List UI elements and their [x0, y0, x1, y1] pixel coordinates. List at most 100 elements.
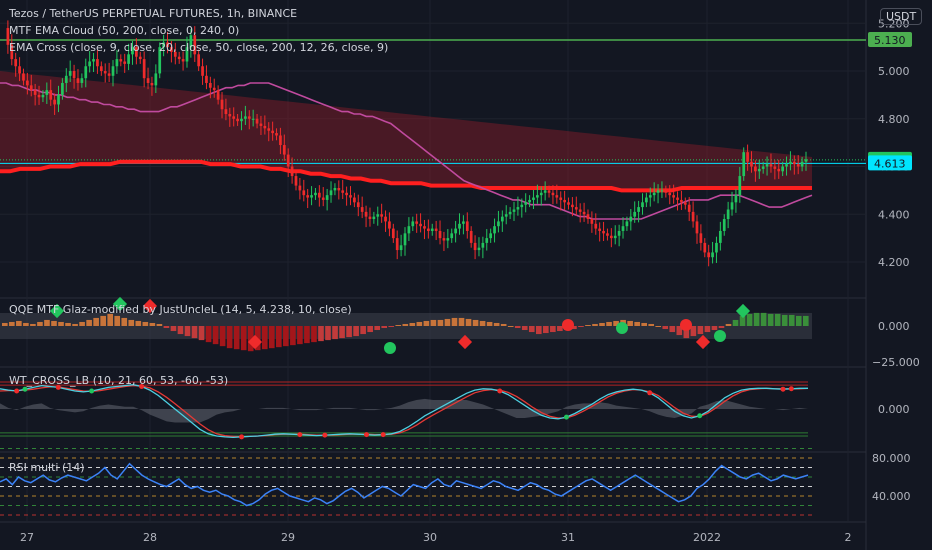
- price-axis[interactable]: 2728293031202225.2005.0004.8004.6004.400…: [20, 17, 920, 544]
- qqe-bar: [739, 315, 746, 326]
- candle-body: [629, 216, 633, 222]
- rsi-tick-label: 80.000: [872, 452, 911, 465]
- indicator-rsi-title[interactable]: RSI multi (14): [9, 461, 85, 474]
- candle-body: [407, 226, 411, 234]
- candle-body: [96, 59, 99, 67]
- candle-body: [660, 190, 664, 192]
- qqe-bar: [318, 326, 324, 342]
- qqe-bar: [395, 324, 402, 326]
- candle-body: [403, 233, 407, 246]
- candle-body: [380, 214, 383, 217]
- candle-body: [185, 47, 189, 62]
- y-tick-label: 4.800: [878, 113, 910, 126]
- price-tag-label: 5.130: [874, 34, 906, 47]
- qqe-bar: [767, 313, 774, 326]
- candle-body: [718, 230, 722, 243]
- candle-body: [746, 152, 749, 162]
- x-tick-label: 27: [20, 531, 34, 544]
- qqe-bar: [683, 326, 690, 339]
- candle-body: [707, 252, 711, 258]
- candle-body: [785, 164, 788, 167]
- candle-body: [497, 221, 500, 227]
- candle-body: [68, 71, 72, 76]
- candle-body: [574, 207, 578, 210]
- qqe-bar: [500, 323, 507, 326]
- qqe-bar: [233, 326, 240, 350]
- price-pane[interactable]: [0, 20, 866, 267]
- candle-body: [789, 161, 792, 165]
- candle-body: [695, 221, 699, 234]
- candle-body: [170, 47, 173, 52]
- candle-body: [127, 54, 130, 64]
- candle-body: [563, 199, 566, 203]
- candle-body: [197, 54, 201, 67]
- candle-body: [53, 99, 56, 105]
- candle-body: [388, 221, 391, 229]
- currency-button[interactable]: USDT: [880, 8, 923, 25]
- wt-cross-dot: [297, 432, 303, 438]
- candle-body: [590, 219, 594, 224]
- qqe-signal-diamond: [49, 303, 65, 319]
- candle-body: [536, 195, 539, 198]
- candle-body: [761, 166, 765, 169]
- candle-body: [578, 209, 582, 212]
- candle-body: [111, 66, 115, 76]
- candle-body: [360, 207, 364, 212]
- candle-body: [368, 216, 372, 220]
- qqe-bar: [247, 326, 254, 352]
- qqe-signal-dot: [384, 342, 396, 354]
- candle-body: [317, 192, 321, 198]
- qqe-bar: [156, 323, 163, 326]
- wt-cross-dot: [380, 432, 386, 438]
- qqe-bar: [409, 322, 416, 326]
- candle-body: [142, 59, 146, 79]
- candle-body: [399, 245, 403, 251]
- candle-body: [613, 235, 617, 239]
- rsi-pane[interactable]: [0, 448, 812, 516]
- candle-body: [49, 90, 53, 100]
- candle-body: [800, 161, 804, 167]
- candle-body: [796, 164, 800, 167]
- candle-body: [80, 78, 84, 83]
- candle-body: [29, 85, 33, 91]
- wt-cross-pane[interactable]: [0, 381, 809, 440]
- y-tick-label: 4.400: [878, 208, 910, 221]
- candle-body: [738, 176, 742, 196]
- qqe-bar: [669, 326, 676, 333]
- qqe-bar: [711, 326, 718, 331]
- x-tick-label: 2022: [693, 531, 721, 544]
- indicator-qqe-title[interactable]: QQE MTF Glaz-modified by JustUncleL (14,…: [9, 303, 352, 316]
- price-tag-label: 4.613: [874, 157, 906, 170]
- candle-body: [372, 216, 376, 220]
- qqe-bar: [760, 312, 767, 326]
- indicator-wt-cross-title[interactable]: WT_CROSS_LB (10, 21, 60, 53, -60, -53): [9, 374, 229, 387]
- candle-body: [734, 195, 738, 203]
- candle-body: [582, 211, 586, 215]
- candle-body: [150, 82, 154, 86]
- indicator-mtf-ema-cloud[interactable]: MTF EMA Cloud (50, 200, close, 0, 240, 0…: [9, 24, 240, 37]
- qqe-bar: [634, 321, 640, 326]
- qqe-bar: [388, 326, 395, 328]
- qqe-pane[interactable]: [0, 296, 812, 354]
- x-tick-label: 2: [845, 531, 852, 544]
- candle-body: [711, 252, 714, 258]
- candle-body: [37, 94, 41, 98]
- candle-body: [703, 242, 707, 253]
- qqe-bar: [599, 322, 605, 326]
- qqe-bar: [290, 326, 296, 346]
- candle-body: [637, 207, 640, 212]
- ema-50-line: [0, 82, 813, 220]
- y-tick-label: 5.000: [878, 65, 910, 78]
- candle-body: [430, 228, 434, 231]
- qqe-bar: [114, 315, 121, 326]
- candle-body: [434, 228, 438, 231]
- candle-body: [609, 235, 613, 239]
- candle-body: [72, 71, 76, 79]
- candle-body: [333, 188, 337, 191]
- indicator-ema-cross[interactable]: EMA Cross (close, 9, close, 20, close, 5…: [9, 41, 389, 54]
- qqe-bar: [121, 317, 128, 326]
- qqe-bar: [37, 321, 43, 326]
- symbol-title: Tezos / TetherUS PERPETUAL FUTURES, 1h, …: [9, 7, 298, 20]
- candle-body: [493, 226, 496, 234]
